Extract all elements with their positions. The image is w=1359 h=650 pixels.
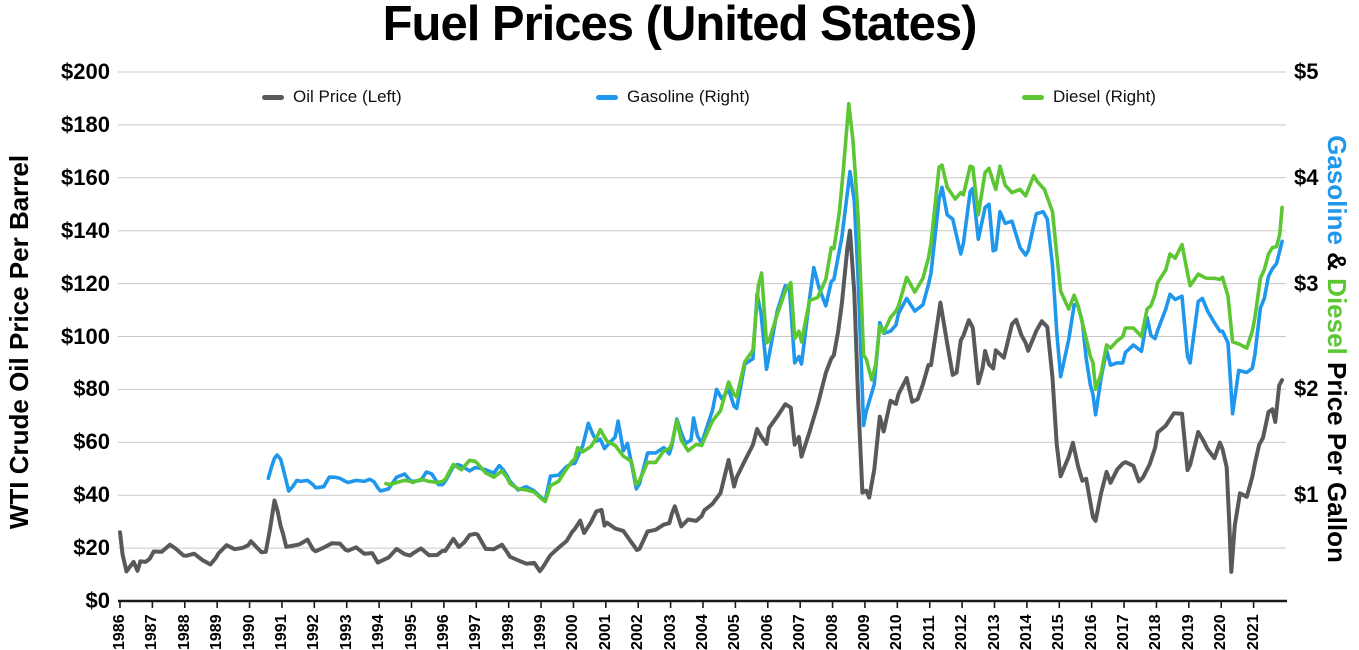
y-left-tick-label-200: $200 — [61, 59, 110, 84]
y-left-tick-label-140: $140 — [61, 217, 110, 243]
y-right-tick-label-3: $3 — [1294, 270, 1319, 296]
y-left-tick-label-80: $80 — [73, 376, 110, 402]
legend-dash-icon — [596, 94, 618, 100]
y-right-tick-label-5: $5 — [1294, 59, 1319, 84]
legend-dash-icon — [1022, 94, 1044, 100]
y-left-tick-label-20: $20 — [73, 535, 110, 561]
diesel-right-line — [384, 101, 1284, 504]
legend-label: Oil Price (Left) — [293, 87, 402, 106]
legend-label: Gasoline (Right) — [627, 87, 750, 106]
y-left-tick-label-120: $120 — [61, 270, 110, 296]
y-left-tick-label-180: $180 — [61, 111, 110, 137]
y-left-tick-label-160: $160 — [61, 164, 110, 190]
y-left-tick-label-60: $60 — [73, 429, 110, 455]
legend-item-diesel-right: Diesel (Right) — [1022, 86, 1156, 108]
y-right-tick-label-4: $4 — [1294, 164, 1319, 190]
y-left-tick-label-40: $40 — [73, 482, 110, 508]
legend-dash-icon — [262, 94, 284, 100]
legend-label: Diesel (Right) — [1053, 87, 1156, 106]
legend-item-oil-price-left: Oil Price (Left) — [262, 86, 402, 108]
oil-price-left-line — [118, 228, 1285, 574]
y-left-tick-label-0: $0 — [85, 588, 110, 613]
y-right-tick-label-2: $2 — [1294, 376, 1319, 402]
y-right-tick-label-1: $1 — [1294, 482, 1319, 508]
y-left-tick-label-100: $100 — [61, 323, 110, 349]
chart-title: Fuel Prices (United States) — [382, 0, 978, 51]
legend-item-gasoline-right: Gasoline (Right) — [596, 86, 750, 108]
